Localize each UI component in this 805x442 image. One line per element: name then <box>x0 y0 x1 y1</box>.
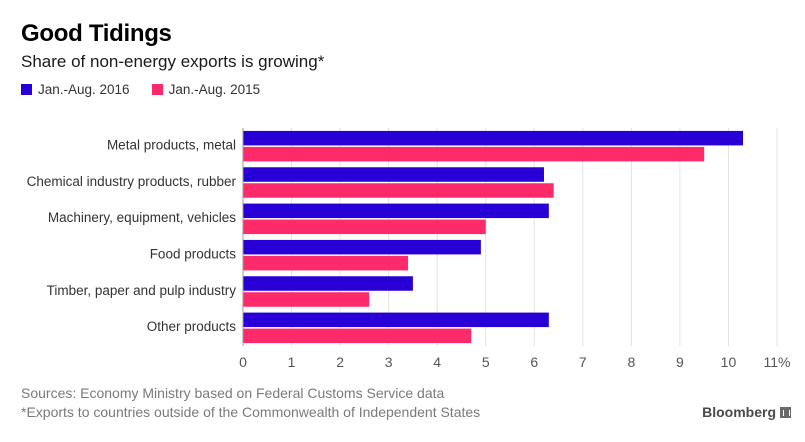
bar-chart-icon <box>780 406 791 418</box>
bar-2016 <box>243 312 549 328</box>
bar-2015 <box>243 292 370 307</box>
category-label: Chemical industry products, rubber <box>27 174 237 189</box>
x-tick-label: 3 <box>385 354 393 370</box>
legend-swatch-2016 <box>21 84 32 95</box>
category-label: Metal products, metal <box>107 137 236 152</box>
bar-2016 <box>243 203 549 219</box>
legend-item-2015: Jan.-Aug. 2015 <box>151 82 261 97</box>
x-tick-label: 2 <box>336 354 344 370</box>
x-tick-label: 11% <box>764 354 791 370</box>
category-label: Other products <box>147 319 237 334</box>
footnote: *Exports to countries outside of the Com… <box>21 404 481 420</box>
bar-2015 <box>243 328 472 344</box>
bar-2015 <box>243 146 705 162</box>
x-tick-label: 8 <box>627 354 635 370</box>
bar-2015 <box>243 255 409 271</box>
x-tick-label: 4 <box>433 354 441 370</box>
source-note: Sources: Economy Ministry based on Feder… <box>21 385 445 401</box>
bar-2015 <box>243 183 554 198</box>
legend-swatch-2015 <box>151 84 163 95</box>
category-label: Timber, paper and pulp industry <box>47 283 237 298</box>
legend-label-2016: Jan.-Aug. 2016 <box>38 82 130 97</box>
x-tick-label: 5 <box>482 354 490 370</box>
x-tick-label: 10 <box>721 354 737 370</box>
legend: Jan.-Aug. 2016 Jan.-Aug. 2015 <box>21 82 282 97</box>
x-tick-label: 6 <box>530 354 538 370</box>
category-label: Machinery, equipment, vehicles <box>48 210 236 225</box>
brand-logo: Bloomberg <box>702 404 791 420</box>
legend-item-2016: Jan.-Aug. 2016 <box>21 82 130 97</box>
x-tick-label: 7 <box>579 354 587 370</box>
x-tick-label: 9 <box>676 354 684 370</box>
x-tick-label: 1 <box>288 354 296 370</box>
bar-2016 <box>243 167 544 182</box>
bar-2016 <box>243 276 413 291</box>
brand-name: Bloomberg <box>702 404 776 420</box>
chart-title: Good Tidings <box>21 20 172 47</box>
bar-2016 <box>243 239 481 255</box>
chart-subtitle: Share of non-energy exports is growing* <box>21 52 325 71</box>
legend-label-2015: Jan.-Aug. 2015 <box>168 82 261 97</box>
category-label: Food products <box>150 246 237 261</box>
x-tick-label: 0 <box>239 354 247 370</box>
bar-2015 <box>243 219 486 235</box>
bar-2016 <box>243 130 744 146</box>
